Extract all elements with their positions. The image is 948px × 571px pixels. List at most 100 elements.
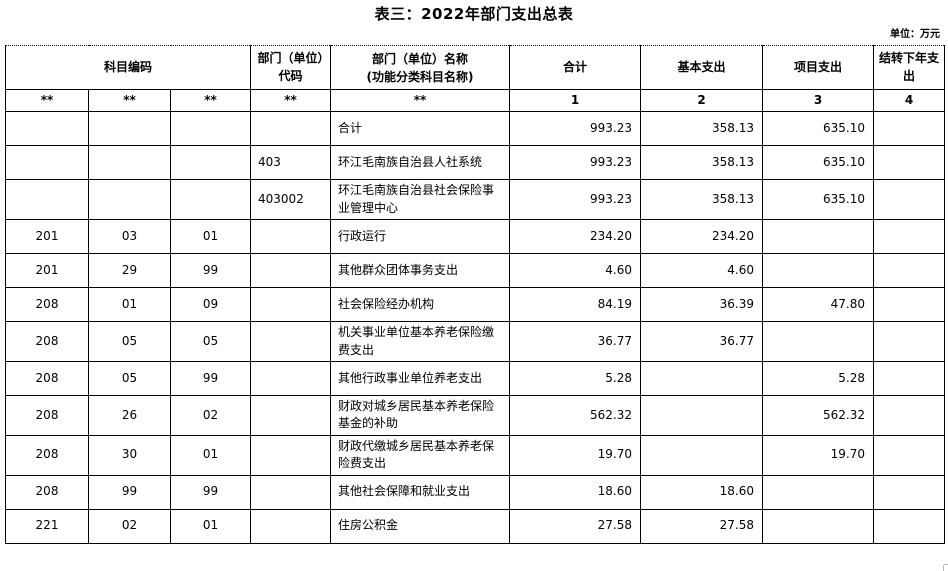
header-project-expenditure: 项目支出 <box>762 45 875 90</box>
cell-name: 行政运行 <box>330 219 511 255</box>
cell-basic: 358.13 <box>640 111 764 147</box>
masked-cell: ** <box>250 88 332 113</box>
cell-carryover <box>873 253 946 289</box>
cell-name: 财政对城乡居民基本养老保险基金的补助 <box>330 394 511 436</box>
cell-carryover <box>873 360 946 396</box>
cell-code1: 208 <box>5 474 89 510</box>
masked-cell: ** <box>88 88 171 113</box>
cell-basic: 4.60 <box>640 253 764 289</box>
table-row: 208 05 05 机关事业单位基本养老保险缴费支出 36.77 36.77 <box>5 321 946 362</box>
cell-dept-code: 403 <box>250 145 332 181</box>
cell-code2: 05 <box>88 321 171 362</box>
cell-code1: 221 <box>5 508 89 544</box>
cell-total: 234.20 <box>509 219 642 255</box>
table-row: 221 02 01 住房公积金 27.58 27.58 <box>5 508 946 544</box>
cell-project <box>762 508 875 544</box>
header-dept-name: 部门（单位）名称 (功能分类科目名称) <box>330 45 511 90</box>
cell-code1 <box>5 179 89 221</box>
cell-code3 <box>169 179 252 221</box>
cell-code1: 208 <box>5 321 89 362</box>
cell-code1: 208 <box>5 287 89 323</box>
unit-label: 单位：万元 <box>890 29 940 40</box>
cell-code1: 201 <box>5 253 89 289</box>
table-header: 科目编码 部门（单位）代码 部门（单位）名称 (功能分类科目名称) 合计 基本支… <box>4 45 946 113</box>
cell-code1: 208 <box>5 360 89 396</box>
cell-total: 993.23 <box>509 145 642 181</box>
cell-dept-code <box>250 287 332 323</box>
cell-basic <box>640 394 764 436</box>
cell-code3: 01 <box>169 219 252 255</box>
cell-project <box>762 321 875 362</box>
cell-carryover <box>873 508 946 544</box>
cell-name: 机关事业单位基本养老保险缴费支出 <box>330 321 511 362</box>
table-row: 403 环江毛南族自治县人社系统 993.23 358.13 635.10 <box>5 145 946 181</box>
gridline-extension-vertical <box>943 565 944 571</box>
cell-total: 84.19 <box>509 287 642 323</box>
masked-cell: ** <box>330 88 511 113</box>
cell-name: 财政代缴城乡居民基本养老保险费支出 <box>330 434 511 476</box>
cell-dept-code <box>250 253 332 289</box>
cell-project <box>762 474 875 510</box>
cell-project: 635.10 <box>762 145 875 181</box>
cell-name: 其他群众团体事务支出 <box>330 253 511 289</box>
cell-project: 635.10 <box>762 111 875 147</box>
cell-basic: 36.77 <box>640 321 764 362</box>
cell-carryover <box>873 179 946 221</box>
cell-code3: 99 <box>169 474 252 510</box>
column-index-4: 4 <box>873 88 946 113</box>
column-index-1: 1 <box>509 88 642 113</box>
expenditure-summary-table: 科目编码 部门（单位）代码 部门（单位）名称 (功能分类科目名称) 合计 基本支… <box>4 45 946 544</box>
header-carryover: 结转下年支出 <box>873 45 946 90</box>
header-basic-expenditure: 基本支出 <box>640 45 764 90</box>
cell-carryover <box>873 394 946 436</box>
cell-code2: 29 <box>88 253 171 289</box>
cell-dept-code <box>250 434 332 476</box>
header-dept-code: 部门（单位）代码 <box>250 45 332 90</box>
column-index-2: 2 <box>640 88 764 113</box>
cell-name: 社会保险经办机构 <box>330 287 511 323</box>
table-row: 208 99 99 其他社会保障和就业支出 18.60 18.60 <box>5 474 946 510</box>
cell-code2: 02 <box>88 508 171 544</box>
cell-project: 19.70 <box>762 434 875 476</box>
cell-code1 <box>5 111 89 147</box>
cell-name: 其他社会保障和就业支出 <box>330 474 511 510</box>
cell-dept-code <box>250 394 332 436</box>
table-row: 合计 993.23 358.13 635.10 <box>5 111 946 147</box>
cell-code3: 09 <box>169 287 252 323</box>
cell-total: 36.77 <box>509 321 642 362</box>
cell-code3: 05 <box>169 321 252 362</box>
cell-carryover <box>873 321 946 362</box>
cell-project <box>762 219 875 255</box>
cell-total: 27.58 <box>509 508 642 544</box>
table-row: 208 01 09 社会保险经办机构 84.19 36.39 47.80 <box>5 287 946 323</box>
masked-cell: ** <box>5 88 89 113</box>
cell-name: 其他行政事业单位养老支出 <box>330 360 511 396</box>
cell-dept-code <box>250 474 332 510</box>
cell-code3: 01 <box>169 508 252 544</box>
cell-code2 <box>88 145 171 181</box>
cell-basic: 18.60 <box>640 474 764 510</box>
cell-code2: 26 <box>88 394 171 436</box>
cell-basic: 358.13 <box>640 179 764 221</box>
cell-code2: 01 <box>88 287 171 323</box>
cell-basic: 358.13 <box>640 145 764 181</box>
cell-name: 住房公积金 <box>330 508 511 544</box>
cell-code2: 30 <box>88 434 171 476</box>
cell-carryover <box>873 145 946 181</box>
cell-name: 环江毛南族自治县社会保险事业管理中心 <box>330 179 511 221</box>
cell-code3 <box>169 145 252 181</box>
cell-project: 5.28 <box>762 360 875 396</box>
header-subject-code: 科目编码 <box>4 45 252 90</box>
cell-basic: 27.58 <box>640 508 764 544</box>
header-dept-name-line2: (功能分类科目名称) <box>366 69 474 84</box>
table-row: 201 03 01 行政运行 234.20 234.20 <box>5 219 946 255</box>
cell-project: 635.10 <box>762 179 875 221</box>
cell-code3: 99 <box>169 253 252 289</box>
cell-project: 47.80 <box>762 287 875 323</box>
cell-carryover <box>873 474 946 510</box>
cell-total: 19.70 <box>509 434 642 476</box>
table-row: 403002 环江毛南族自治县社会保险事业管理中心 993.23 358.13 635.… <box>5 179 946 221</box>
cell-code1: 208 <box>5 394 89 436</box>
cell-code1: 201 <box>5 219 89 255</box>
cell-total: 4.60 <box>509 253 642 289</box>
